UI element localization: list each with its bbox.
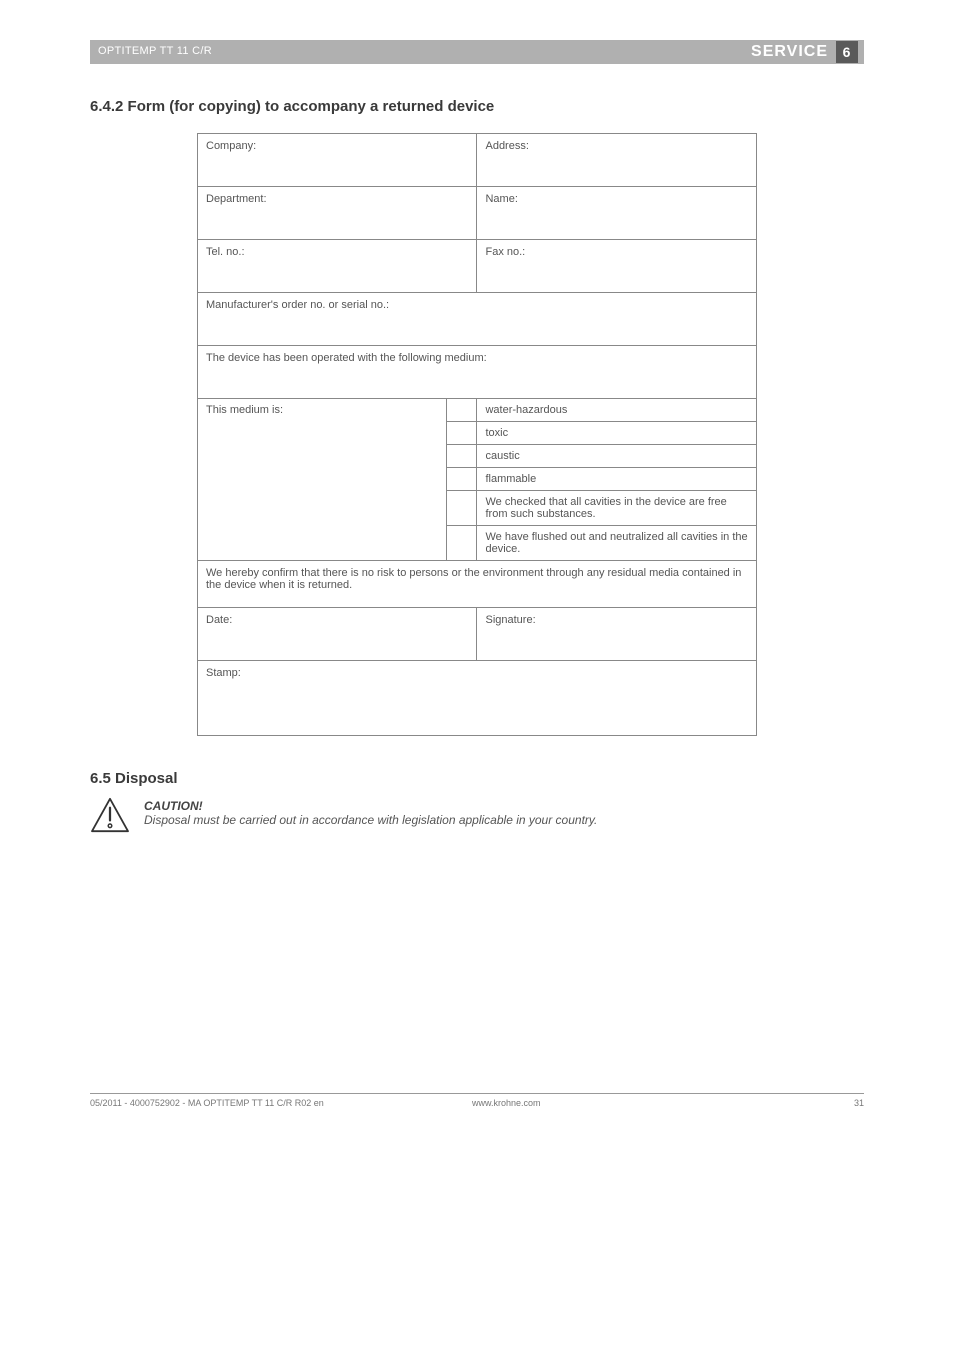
field-mfr-order: Manufacturer's order no. or serial no.: bbox=[198, 293, 757, 346]
caution-triangle-icon bbox=[90, 797, 130, 833]
opt-water: water-hazardous bbox=[477, 399, 757, 422]
checkbox-toxic bbox=[446, 422, 477, 445]
caution-body: Disposal must be carried out in accordan… bbox=[144, 813, 597, 827]
opt-toxic: toxic bbox=[477, 422, 757, 445]
checkbox-water bbox=[446, 399, 477, 422]
caution-title: CAUTION! bbox=[144, 799, 597, 813]
field-fax: Fax no.: bbox=[477, 240, 757, 293]
field-medium-is: This medium is: bbox=[198, 399, 447, 561]
field-operated-medium: The device has been operated with the fo… bbox=[198, 346, 757, 399]
header-bar: OPTITEMP TT 11 C/R SERVICE 6 bbox=[90, 40, 864, 64]
return-form-table: Company: Address: Department: Name: Tel.… bbox=[197, 133, 757, 736]
field-signature: Signature: bbox=[477, 608, 757, 661]
caution-block: CAUTION! Disposal must be carried out in… bbox=[90, 797, 864, 833]
opt-flammable: flammable bbox=[477, 468, 757, 491]
opt-caustic: caustic bbox=[477, 445, 757, 468]
field-company: Company: bbox=[198, 134, 477, 187]
checkbox-flammable bbox=[446, 468, 477, 491]
checkbox-checked bbox=[446, 491, 477, 526]
field-department: Department: bbox=[198, 187, 477, 240]
field-confirm: We hereby confirm that there is no risk … bbox=[198, 561, 757, 608]
footer-page-number: 31 bbox=[854, 1098, 864, 1108]
header-fill bbox=[224, 40, 739, 64]
header-product: OPTITEMP TT 11 C/R bbox=[90, 40, 224, 64]
field-name: Name: bbox=[477, 187, 757, 240]
footer-left: 05/2011 - 4000752902 - MA OPTITEMP TT 11… bbox=[90, 1098, 472, 1108]
field-address: Address: bbox=[477, 134, 757, 187]
section-number: 6 bbox=[836, 41, 858, 63]
header-section: SERVICE 6 bbox=[739, 40, 864, 64]
opt-checked: We checked that all cavities in the devi… bbox=[477, 491, 757, 526]
footer-center: www.krohne.com bbox=[472, 1098, 854, 1108]
disposal-heading: 6.5 Disposal bbox=[90, 770, 864, 787]
checkbox-caustic bbox=[446, 445, 477, 468]
opt-flushed: We have flushed out and neutralized all … bbox=[477, 526, 757, 561]
field-stamp: Stamp: bbox=[198, 661, 757, 736]
checkbox-flushed bbox=[446, 526, 477, 561]
caution-text: CAUTION! Disposal must be carried out in… bbox=[144, 797, 597, 827]
page-heading: 6.4.2 Form (for copying) to accompany a … bbox=[90, 98, 864, 115]
field-tel: Tel. no.: bbox=[198, 240, 477, 293]
page-footer: 05/2011 - 4000752902 - MA OPTITEMP TT 11… bbox=[90, 1093, 864, 1108]
field-date: Date: bbox=[198, 608, 477, 661]
section-label: SERVICE bbox=[751, 43, 828, 61]
